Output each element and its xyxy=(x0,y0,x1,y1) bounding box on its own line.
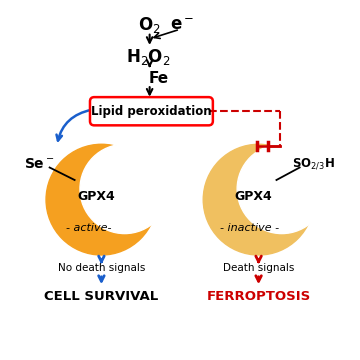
Text: - active-: - active- xyxy=(66,223,112,233)
FancyBboxPatch shape xyxy=(90,97,213,125)
Text: No death signals: No death signals xyxy=(58,262,145,273)
Text: CELL SURVIVAL: CELL SURVIVAL xyxy=(44,289,158,303)
Circle shape xyxy=(243,160,295,212)
Circle shape xyxy=(86,160,138,212)
Text: GPX4: GPX4 xyxy=(234,190,272,203)
Text: Lipid peroxidation: Lipid peroxidation xyxy=(91,105,212,118)
Circle shape xyxy=(80,144,169,234)
Text: O$_2$: O$_2$ xyxy=(138,15,161,35)
Text: FERROPTOSIS: FERROPTOSIS xyxy=(207,289,311,303)
Text: e$^-$: e$^-$ xyxy=(170,15,194,33)
Circle shape xyxy=(46,144,157,255)
Text: GPX4: GPX4 xyxy=(77,190,115,203)
Text: Death signals: Death signals xyxy=(223,262,294,273)
Text: SO$_{2/3}$H: SO$_{2/3}$H xyxy=(292,157,336,171)
Text: - inactive -: - inactive - xyxy=(220,223,279,233)
Circle shape xyxy=(203,144,314,255)
Text: Fe: Fe xyxy=(149,71,168,86)
Circle shape xyxy=(237,144,327,234)
Text: Se$^-$: Se$^-$ xyxy=(24,157,54,171)
Text: H$_2$O$_2$: H$_2$O$_2$ xyxy=(126,47,170,67)
